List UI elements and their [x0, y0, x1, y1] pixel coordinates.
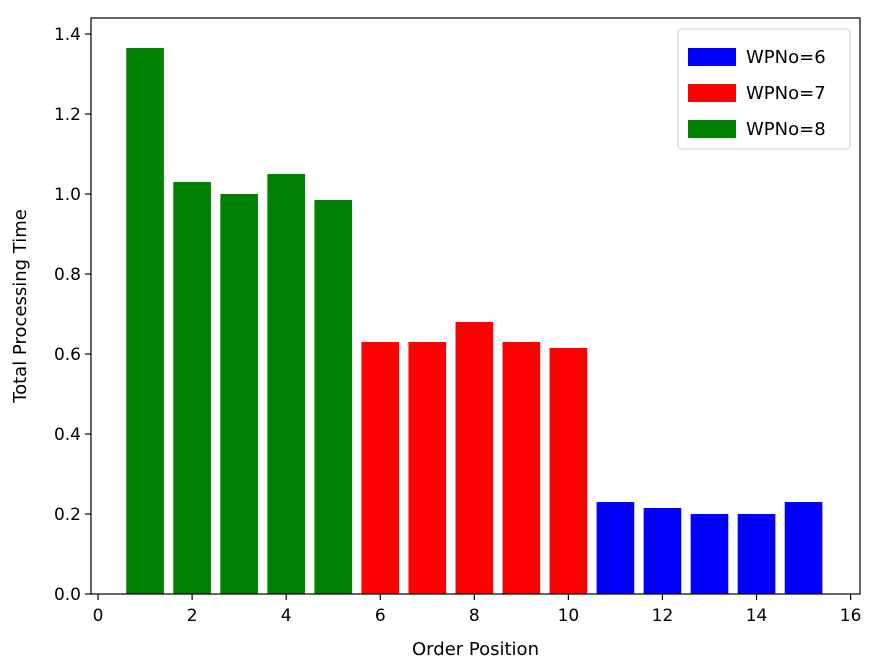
bar-wpno-7-pos-7: [408, 342, 447, 594]
bars-group: [126, 48, 823, 594]
x-tick-label: 6: [375, 606, 386, 626]
bar-wpno-7-pos-6: [361, 342, 400, 594]
bar-wpno-6-pos-12: [643, 508, 682, 594]
x-axis-title: Order Position: [412, 639, 539, 660]
legend-label: WPNo=7: [746, 83, 826, 104]
legend-swatch: [688, 120, 736, 138]
bar-wpno-6-pos-14: [737, 514, 776, 594]
legend-label: WPNo=8: [746, 119, 826, 140]
y-axis: 0.0 0.2 0.4 0.6 0.8 1.0 1.2 1.4: [54, 25, 91, 605]
y-tick-label: 0.2: [54, 505, 81, 525]
y-tick-label: 0.4: [54, 425, 81, 445]
y-tick-label: 1.2: [54, 105, 81, 125]
bar-wpno-6-pos-15: [784, 502, 823, 594]
x-axis: 0 2 4 6 8 10 12 14 16: [93, 594, 862, 626]
bar-wpno-7-pos-8: [455, 322, 494, 594]
legend-swatch: [688, 48, 736, 66]
bar-wpno-8-pos-3: [220, 194, 258, 594]
x-tick-label: 8: [469, 606, 480, 626]
y-tick-label: 1.4: [54, 25, 81, 45]
y-axis-title: Total Processing Time: [10, 209, 31, 404]
bar-wpno-7-pos-10: [549, 348, 588, 594]
x-tick-label: 12: [652, 606, 674, 626]
y-tick-label: 0.8: [54, 265, 81, 285]
bar-wpno-6-pos-11: [596, 502, 635, 594]
y-tick-label: 1.0: [54, 185, 81, 205]
x-tick-label: 14: [746, 606, 768, 626]
x-tick-label: 16: [840, 606, 862, 626]
bar-wpno-8-pos-1: [126, 48, 164, 594]
legend-swatch: [688, 84, 736, 102]
bar-wpno-6-pos-13: [690, 514, 729, 594]
x-tick-label: 0: [93, 606, 104, 626]
y-tick-label: 0.0: [54, 585, 81, 605]
x-tick-label: 2: [187, 606, 198, 626]
y-tick-label: 0.6: [54, 345, 81, 365]
legend-label: WPNo=6: [746, 47, 826, 68]
x-tick-label: 10: [558, 606, 580, 626]
bar-wpno-8-pos-2: [173, 182, 211, 594]
bar-wpno-7-pos-9: [502, 342, 541, 594]
bar-wpno-8-pos-5: [314, 200, 353, 594]
plot-frame: [90, 17, 861, 595]
x-tick-label: 4: [281, 606, 292, 626]
legend: WPNo=6 WPNo=7 WPNo=8: [677, 28, 851, 150]
bar-wpno-8-pos-4: [267, 174, 306, 594]
